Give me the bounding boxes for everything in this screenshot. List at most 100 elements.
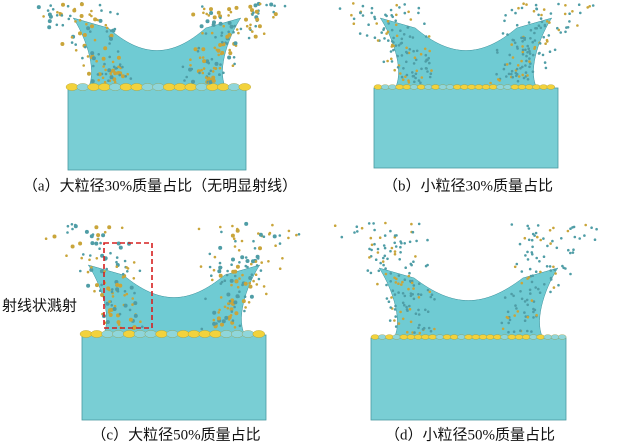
- spray-particle: [594, 238, 597, 241]
- spray-particle: [202, 56, 205, 59]
- spray-particle: [121, 227, 124, 230]
- spray-particle: [52, 8, 55, 11]
- spray-particle: [119, 63, 122, 66]
- spray-particle: [298, 233, 301, 236]
- spray-particle: [107, 68, 111, 72]
- spray-particle: [227, 56, 231, 60]
- spray-particle: [586, 6, 589, 9]
- spray-particle: [92, 65, 95, 68]
- spray-particle: [532, 70, 535, 73]
- spray-particle: [390, 58, 393, 61]
- spray-particle: [258, 278, 261, 281]
- spray-particle: [109, 72, 112, 75]
- spray-particle: [100, 9, 103, 12]
- spray-particle: [108, 42, 111, 45]
- spray-particle: [414, 77, 417, 80]
- spray-particle: [85, 230, 89, 234]
- spray-particle: [246, 259, 250, 263]
- surface-particle: [242, 330, 254, 337]
- spray-particle: [526, 299, 529, 302]
- spray-particle: [397, 291, 400, 294]
- spray-particle: [274, 244, 277, 247]
- spray-particle: [398, 274, 401, 277]
- spray-particle: [263, 235, 266, 238]
- spray-particle: [219, 17, 222, 20]
- spray-particle: [538, 24, 541, 27]
- spray-particle: [395, 245, 398, 248]
- spray-particle: [374, 36, 377, 39]
- spray-particle: [359, 11, 362, 14]
- spray-particle: [428, 327, 431, 330]
- surface-particle: [504, 85, 512, 90]
- target-block: [68, 88, 246, 170]
- spray-particle: [236, 294, 240, 298]
- spray-particle: [571, 10, 574, 13]
- spray-particle: [546, 20, 549, 23]
- spray-particle: [534, 46, 537, 49]
- spray-particle: [220, 51, 224, 55]
- spray-particle: [394, 250, 397, 253]
- spray-particle: [386, 297, 389, 300]
- spray-particle: [232, 64, 235, 67]
- surface-particle: [457, 335, 465, 340]
- spray-particle: [534, 27, 537, 30]
- spray-particle: [66, 231, 69, 234]
- spray-particle: [224, 306, 227, 309]
- spray-particle: [391, 40, 394, 43]
- spray-particle: [516, 68, 519, 71]
- spray-particle: [489, 82, 492, 85]
- spray-particle: [100, 284, 103, 287]
- spray-particle: [402, 318, 405, 321]
- spray-particle: [560, 237, 563, 240]
- surface-particle: [493, 335, 501, 340]
- spray-particle: [72, 9, 76, 13]
- spray-particle: [107, 79, 110, 82]
- spray-particle: [395, 44, 398, 47]
- spray-particle: [116, 256, 119, 259]
- spray-particle: [557, 284, 560, 287]
- surface-particle: [120, 83, 132, 90]
- spray-particle: [71, 223, 74, 226]
- spray-particle: [535, 270, 538, 273]
- spray-particle: [102, 65, 105, 68]
- spray-particle: [405, 47, 408, 50]
- spray-particle: [258, 246, 262, 250]
- spray-particle: [105, 73, 108, 76]
- spray-particle: [361, 227, 364, 230]
- spray-particle: [226, 293, 230, 297]
- surface-particle: [558, 335, 566, 340]
- spray-particle: [513, 330, 516, 333]
- spray-particle: [584, 224, 587, 227]
- spray-particle: [216, 49, 219, 52]
- spray-particle: [248, 27, 251, 30]
- spray-particle: [394, 293, 397, 296]
- spray-particle: [399, 311, 402, 314]
- spray-particle: [505, 75, 508, 78]
- spray-particle: [121, 66, 124, 69]
- spray-particle: [90, 241, 94, 245]
- spray-particle: [201, 32, 204, 35]
- spray-particle: [219, 22, 223, 26]
- surface-particle: [508, 335, 516, 340]
- spray-particle: [279, 234, 282, 237]
- spray-particle: [112, 61, 115, 64]
- spray-particle: [535, 4, 538, 7]
- spray-particle: [228, 21, 232, 25]
- spray-particle: [403, 33, 406, 36]
- spray-particle: [214, 47, 217, 50]
- spray-particle: [85, 23, 88, 26]
- spray-particle: [377, 39, 380, 42]
- spray-particle: [202, 72, 205, 75]
- spray-particle: [384, 267, 387, 270]
- spray-particle: [554, 272, 557, 275]
- spray-particle: [516, 46, 519, 49]
- surface-particle: [228, 83, 240, 90]
- spray-particle: [117, 66, 120, 69]
- spray-particle: [219, 274, 223, 278]
- spray-particle: [533, 10, 536, 13]
- spray-particle: [241, 274, 244, 277]
- surface-particle: [400, 335, 408, 340]
- spray-particle: [375, 22, 378, 25]
- spray-particle: [200, 24, 204, 28]
- spray-particle: [227, 7, 231, 11]
